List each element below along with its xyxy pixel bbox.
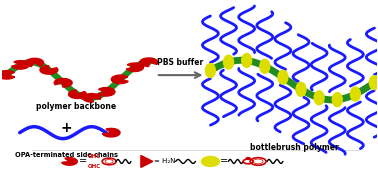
Circle shape [246,158,250,159]
Ellipse shape [260,59,270,73]
Text: OPA-terminated side chains: OPA-terminated side chains [15,152,118,158]
Ellipse shape [369,76,378,90]
Ellipse shape [350,87,360,101]
Text: polymer backbone: polymer backbone [36,102,116,111]
Ellipse shape [201,156,219,166]
Wedge shape [140,58,158,66]
Text: OHC: OHC [88,164,101,169]
Wedge shape [68,90,87,98]
Ellipse shape [314,91,324,105]
Text: +: + [60,121,72,135]
Text: =: = [79,156,87,166]
Polygon shape [141,156,153,167]
Wedge shape [12,61,29,69]
Wedge shape [54,78,72,87]
Ellipse shape [296,82,306,96]
Wedge shape [0,71,15,79]
Text: PBS buffer: PBS buffer [158,58,204,67]
Text: = H₂N: = H₂N [154,158,175,165]
Ellipse shape [278,70,288,84]
Text: OHC: OHC [88,154,101,159]
Ellipse shape [223,55,234,69]
Wedge shape [98,87,115,96]
Text: bottlebrush polymer: bottlebrush polymer [251,143,339,152]
Text: =: = [220,156,228,166]
Ellipse shape [242,54,252,68]
Wedge shape [112,75,128,84]
Ellipse shape [206,64,215,78]
Wedge shape [83,94,101,102]
Wedge shape [126,63,144,71]
Wedge shape [62,158,77,165]
Wedge shape [40,66,58,74]
Ellipse shape [332,93,342,107]
Wedge shape [26,58,43,67]
Wedge shape [102,128,120,137]
